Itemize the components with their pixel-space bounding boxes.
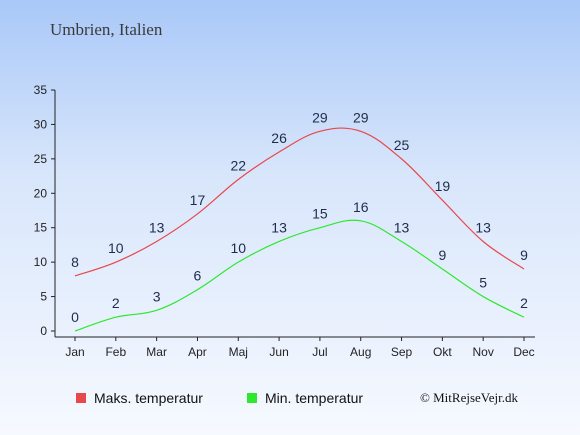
x-tick-label: Jul	[312, 345, 327, 359]
legend-swatch-max	[76, 393, 86, 403]
y-tick-label: 20	[34, 186, 48, 200]
max-temp-label: 10	[108, 240, 124, 256]
max-temp-line	[74, 127, 525, 277]
x-tick-label: Dec	[513, 345, 534, 359]
x-tick-label: Okt	[433, 345, 452, 359]
legend-item-max: Maks. temperatur	[76, 390, 203, 406]
x-tick-label: Sep	[391, 345, 413, 359]
chart-title: Umbrien, Italien	[50, 20, 163, 39]
min-temp-label: 3	[153, 288, 161, 304]
copyright-text: © MitRejseVejr.dk	[420, 390, 518, 405]
min-temp-label: 0	[71, 309, 79, 325]
min-temp-label: 13	[394, 219, 410, 235]
min-temp-label: 16	[353, 199, 369, 215]
x-tick-label: Mar	[146, 345, 167, 359]
y-tick-label: 25	[34, 152, 48, 166]
y-tick-label: 5	[40, 290, 47, 304]
legend-label-min: Min. temperatur	[265, 390, 364, 406]
min-temp-label: 2	[112, 295, 120, 311]
min-temp-label: 10	[230, 240, 246, 256]
y-tick-label: 35	[34, 83, 48, 97]
x-tick-label: Nov	[473, 345, 494, 359]
min-temp-label: 13	[271, 219, 287, 235]
y-tick-label: 15	[34, 221, 48, 235]
max-temp-label: 13	[475, 219, 491, 235]
y-tick-label: 0	[40, 324, 47, 338]
x-tick-label: Jan	[65, 345, 84, 359]
max-temp-label: 29	[353, 109, 369, 125]
max-temp-label: 25	[394, 137, 410, 153]
max-temp-label: 29	[312, 109, 328, 125]
y-tick-label: 10	[34, 255, 48, 269]
max-temp-label: 13	[149, 219, 165, 235]
max-temp-label: 17	[190, 192, 206, 208]
min-temp-label: 9	[438, 247, 446, 263]
x-tick-label: Maj	[229, 345, 248, 359]
min-temp-label: 6	[194, 268, 202, 284]
max-temp-label: 26	[271, 130, 287, 146]
legend-label-max: Maks. temperatur	[94, 390, 203, 406]
min-temp-line	[74, 219, 525, 332]
min-temp-label: 2	[520, 295, 528, 311]
max-temp-label: 22	[230, 158, 246, 174]
x-tick-label: Feb	[105, 345, 126, 359]
min-temp-label: 5	[479, 275, 487, 291]
y-tick-label: 30	[34, 117, 48, 131]
x-tick-label: Jun	[269, 345, 288, 359]
legend-item-min: Min. temperatur	[247, 390, 363, 406]
max-temp-label: 19	[435, 178, 451, 194]
legend-swatch-min	[247, 393, 257, 403]
min-temp-label: 15	[312, 206, 328, 222]
x-tick-label: Aug	[350, 345, 371, 359]
max-temp-label: 8	[71, 254, 79, 270]
x-tick-label: Apr	[188, 345, 207, 359]
max-temp-label: 9	[520, 247, 528, 263]
